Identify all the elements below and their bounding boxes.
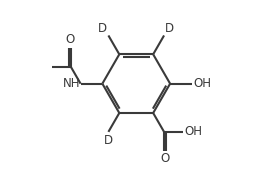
Text: NH: NH	[63, 77, 80, 90]
Text: D: D	[98, 22, 107, 35]
Text: O: O	[161, 152, 170, 165]
Text: O: O	[65, 33, 74, 46]
Text: D: D	[165, 22, 175, 35]
Text: OH: OH	[185, 125, 203, 138]
Text: OH: OH	[194, 77, 212, 90]
Text: D: D	[104, 134, 113, 147]
